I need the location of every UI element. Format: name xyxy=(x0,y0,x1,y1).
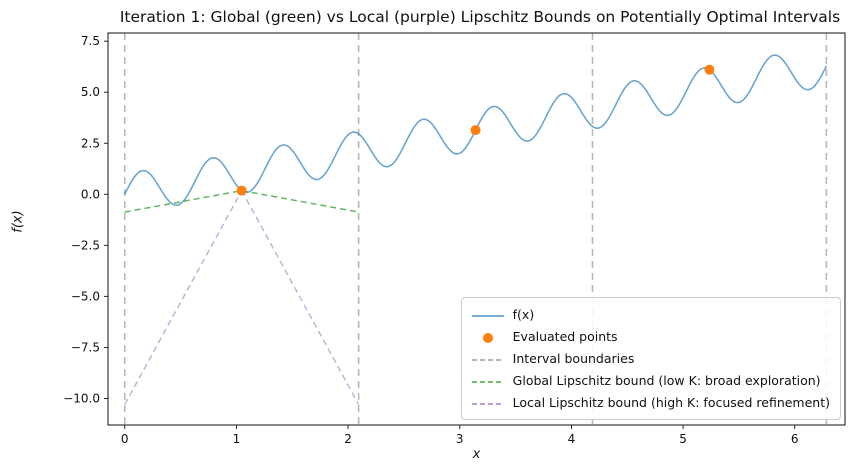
legend-label-local-bound: Local Lipschitz bound (high K: focused r… xyxy=(512,395,830,410)
legend: f(x) Evaluated points Interval boundarie… xyxy=(460,297,841,420)
legend-item-fx: f(x) xyxy=(471,305,830,324)
evaluated-point xyxy=(470,125,481,136)
y-tick-label: −7.5 xyxy=(71,340,100,354)
legend-label-evaluated-points: Evaluated points xyxy=(512,329,618,344)
x-tick-label: 2 xyxy=(344,432,352,446)
x-tick-label: 3 xyxy=(456,432,464,446)
y-tick-label: 0.0 xyxy=(81,187,100,201)
legend-swatch-local-bound xyxy=(471,396,505,410)
y-tick-label: 5.0 xyxy=(81,85,100,99)
y-tick-label: −2.5 xyxy=(71,238,100,252)
x-tick-label: 1 xyxy=(233,432,241,446)
chart-title: Iteration 1: Global (green) vs Local (pu… xyxy=(119,8,841,26)
legend-swatch-evaluated-points xyxy=(471,330,505,344)
legend-label-fx: f(x) xyxy=(512,307,535,322)
x-tick-label: 6 xyxy=(791,432,799,446)
legend-item-global-bound: Global Lipschitz bound (low K: broad exp… xyxy=(471,371,830,390)
legend-item-evaluated-points: Evaluated points xyxy=(471,327,830,346)
global-lipschitz-line xyxy=(241,189,359,213)
legend-point-glyph xyxy=(482,332,493,343)
local-lipschitz-line xyxy=(124,190,243,405)
legend-item-interval-boundaries: Interval boundaries xyxy=(471,349,830,368)
legend-swatch-interval-boundaries xyxy=(471,352,505,366)
legend-swatch-global-bound xyxy=(471,374,505,388)
x-tick-label: 5 xyxy=(679,432,687,446)
x-tick-label: 0 xyxy=(121,432,129,446)
legend-label-interval-boundaries: Interval boundaries xyxy=(512,351,635,366)
y-tick-label: 2.5 xyxy=(81,136,100,150)
y-tick-label: −10.0 xyxy=(63,391,100,405)
y-tick-label: 7.5 xyxy=(81,34,100,48)
evaluated-point xyxy=(236,185,247,196)
local-lipschitz-line xyxy=(241,190,360,405)
x-axis-label: x xyxy=(472,447,481,462)
axes-frame xyxy=(107,32,846,426)
legend-label-global-bound: Global Lipschitz bound (low K: broad exp… xyxy=(512,373,821,388)
y-tick-label: −5.0 xyxy=(71,289,100,303)
legend-item-local-bound: Local Lipschitz bound (high K: focused r… xyxy=(471,393,830,412)
x-tick-label: 4 xyxy=(568,432,576,446)
evaluated-point xyxy=(704,64,715,75)
y-axis-label: f(x) xyxy=(10,210,26,233)
legend-swatch-fx-line xyxy=(471,308,505,322)
